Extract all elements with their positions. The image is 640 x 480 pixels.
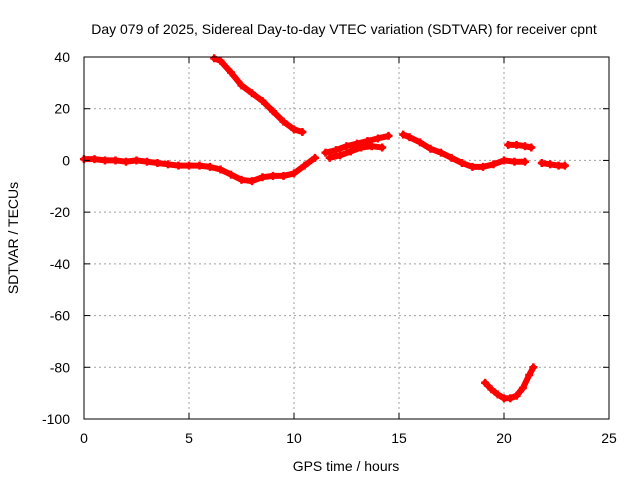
data-point-arc-afternoon [468, 162, 477, 171]
data-point-arc-main [101, 156, 109, 165]
data-point-arc-dip [512, 391, 521, 400]
data-point-arc-afternoon [399, 130, 408, 139]
data-point-arc-dip [525, 371, 534, 380]
data-point-arc-mid-lower [336, 151, 345, 160]
data-point-arc-short [527, 143, 536, 152]
data-point-arc-afternoon [489, 160, 498, 169]
y-tick-label: 40 [54, 49, 70, 65]
y-axis-label: SDTVAR / TECUs [5, 182, 21, 294]
data-point-arc-main [153, 159, 162, 168]
data-point-arc-high [227, 68, 235, 77]
trace-layer [80, 54, 569, 403]
y-tick-label: -20 [50, 204, 70, 220]
data-point-arc-main [237, 175, 246, 184]
x-tick-label: 0 [80, 430, 88, 446]
data-point-arc-high [298, 127, 307, 136]
data-point-arc-main [227, 170, 235, 179]
plot-frame [83, 56, 610, 420]
data-point-arc-main [290, 169, 298, 178]
grid-layer [84, 57, 609, 419]
data-point-arc-main [248, 177, 256, 186]
data-point-arc-main [300, 161, 309, 170]
y-tick-label: 0 [62, 152, 70, 168]
data-point-arc-mid [384, 131, 393, 140]
data-point-arc-dip [529, 363, 538, 372]
data-point-arc-main [195, 161, 204, 170]
data-point-arc-high [290, 125, 298, 134]
data-point-arc-high [237, 81, 246, 90]
x-tick-label: 10 [286, 430, 302, 446]
data-point-arc-dip [481, 378, 490, 387]
data-point-arc-afternoon [437, 148, 445, 157]
data-point-arc-mid-lower [346, 147, 355, 156]
data-point-arc-high [216, 56, 225, 65]
data-point-arc-high [248, 89, 256, 98]
data-point-arc-afternoon [500, 156, 508, 165]
data-point-arc-short [521, 142, 529, 151]
y-tick-label: -100 [42, 411, 70, 427]
data-point-arc-afternoon [510, 157, 519, 166]
data-point-arc-dip [493, 390, 502, 399]
data-point-arc-afternoon [479, 162, 487, 171]
data-point-arc-afternoon [416, 138, 424, 147]
y-tick-label: 20 [54, 101, 70, 117]
data-point-arc-short [504, 140, 513, 149]
data-point-arc-afternoon [426, 144, 435, 153]
data-point-arc-afternoon [458, 159, 466, 168]
chart-title: Day 079 of 2025, Sidereal Day-to-day VTE… [91, 21, 597, 37]
x-axis-label: GPS time / hours [293, 458, 400, 474]
x-tick-label: 5 [185, 430, 193, 446]
data-point-arc-high [258, 96, 267, 105]
data-point-arc-late [546, 160, 555, 169]
data-point-arc-mid [342, 142, 351, 151]
data-point-arc-main [216, 165, 225, 174]
data-point-arc-mid-lower [378, 143, 387, 152]
data-point-arc-high [269, 107, 277, 116]
data-point-arc-main [90, 155, 99, 164]
x-tick-label: 20 [496, 430, 512, 446]
x-tick-label: 15 [391, 430, 407, 446]
data-point-arc-main [143, 157, 151, 166]
y-tick-label: -80 [50, 359, 70, 375]
data-point-arc-main [122, 157, 130, 166]
data-point-arc-mid [321, 148, 330, 157]
data-point-arc-mid-lower [357, 143, 366, 152]
data-point-arc-main [311, 153, 319, 162]
data-point-arc-mid [332, 146, 340, 155]
data-point-arc-late [537, 159, 546, 168]
data-point-arc-main [111, 156, 120, 165]
data-point-arc-main [279, 171, 288, 180]
data-point-arc-afternoon [447, 153, 456, 162]
data-point-arc-late [560, 161, 569, 170]
data-point-arc-main [206, 162, 214, 171]
y-tick-label: -60 [50, 308, 70, 324]
data-point-arc-mid-lower [325, 153, 334, 162]
data-point-arc-dip [487, 385, 496, 394]
data-point-arc-afternoon [521, 157, 529, 166]
trace-arc-high [211, 55, 306, 135]
data-point-arc-main [164, 160, 172, 169]
x-tick-label: 25 [601, 430, 617, 446]
data-point-arc-dip [506, 394, 515, 403]
data-point-arc-mid-lower [367, 142, 376, 151]
data-point-arc-main [174, 161, 183, 170]
tick-layer: 0 5 10 15 20 25 -100 -80 -60 -40 -20 0 20 40 [42, 49, 617, 446]
data-point-arc-main [185, 161, 193, 170]
data-point-arc-dip [518, 383, 527, 392]
data-point-arc-short [512, 140, 521, 149]
data-point-arc-main [132, 156, 141, 165]
data-point-arc-afternoon [405, 133, 414, 142]
data-point-arc-high [210, 54, 219, 63]
data-point-arc-mid [374, 134, 382, 143]
data-point-arc-high [279, 117, 288, 126]
data-point-arc-main [258, 173, 267, 182]
y-tick-label: -40 [50, 256, 70, 272]
data-point-arc-main [269, 171, 277, 180]
